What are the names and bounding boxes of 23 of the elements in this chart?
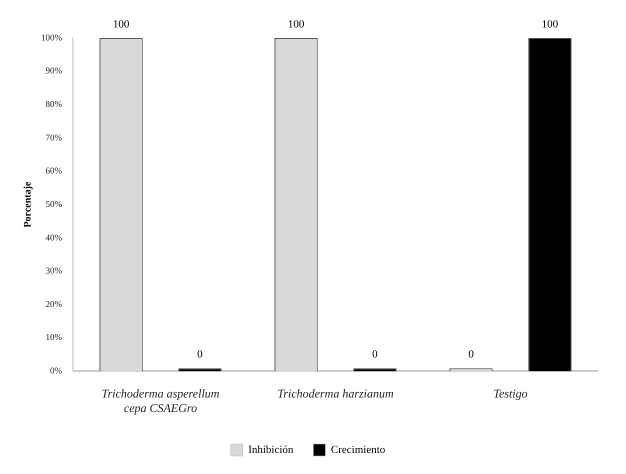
y-tick-label: 60% [45,166,62,176]
y-tick-label: 50% [45,198,62,209]
y-axis-title: Porcentaje [22,181,34,228]
data-label: 100 [288,18,305,30]
legend-label: Inhibición [248,444,294,456]
y-tick-label: 90% [45,66,62,76]
y-tick-label: 100% [40,32,62,42]
data-label: 100 [542,18,559,30]
y-tick-label: 10% [45,332,62,342]
x-tick-label: Trichoderma harzianum [277,386,394,401]
x-tick-label: Testigo [493,386,528,401]
y-tick-label: 40% [45,232,62,242]
data-label: 0 [468,348,474,361]
y-tick-label: 0% [50,366,62,376]
x-tick-label: Trichoderma asperellum cepa CSAEGro [102,386,220,415]
data-label: 100 [112,18,130,30]
y-tick-label: 80% [45,99,62,109]
data-label: 0 [197,348,204,361]
data-label: 0 [372,348,378,361]
y-tick-label: 20% [45,298,62,309]
y-tick-label: 30% [45,266,62,276]
y-tick-label: 70% [45,132,62,142]
legend-label: Crecimiento [330,444,386,456]
